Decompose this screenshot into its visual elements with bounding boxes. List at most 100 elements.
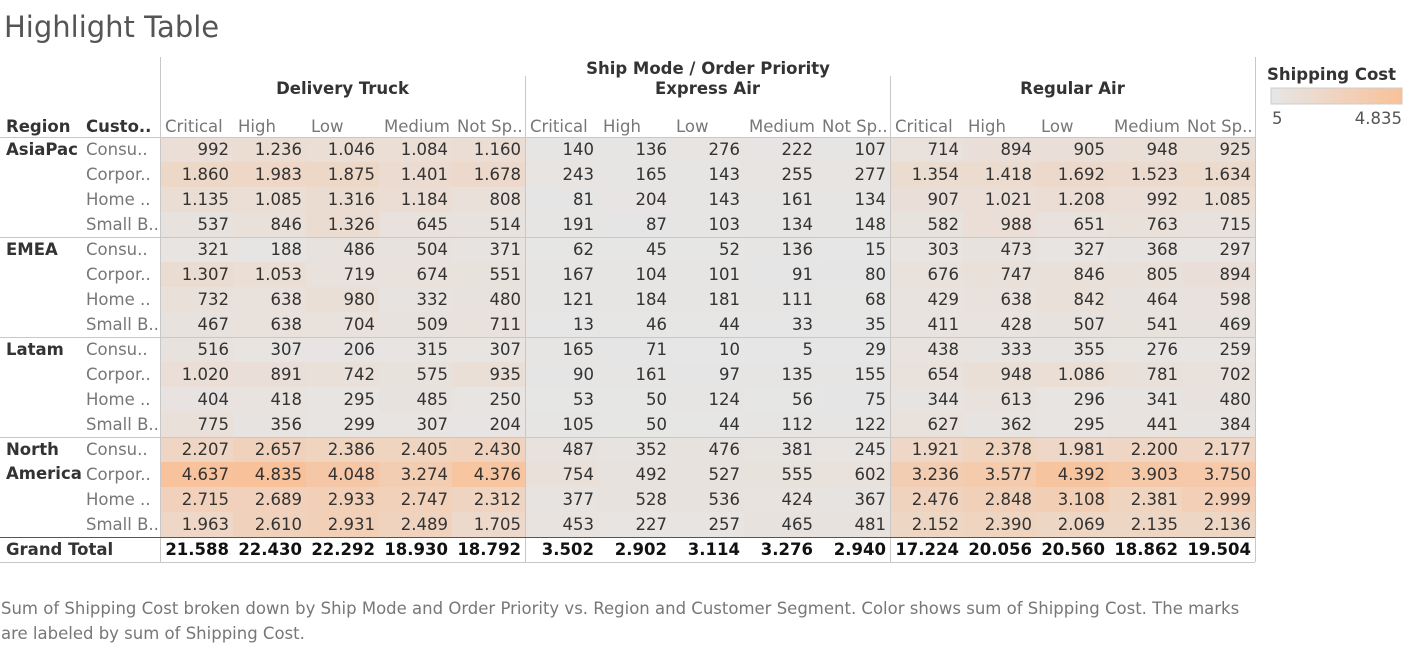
segment-label-3-0: Consu.. [86,440,148,459]
heat-cell-0-3-3 [379,212,452,237]
heat-cell-3-1-11 [963,462,1036,487]
heat-cell-1-2-7 [671,287,744,312]
cell-value-3-0-5: 487 [563,440,595,459]
cell-value-3-1-7: 527 [709,465,741,484]
cell-value-3-3-11: 2.390 [985,515,1032,534]
cell-value-3-2-8: 424 [782,490,814,509]
heat-cell-0-3-11 [963,212,1036,237]
cell-value-0-1-8: 255 [782,165,814,184]
cell-value-1-0-10: 303 [928,240,960,259]
cell-value-1-0-11: 473 [1001,240,1033,259]
heat-cell-1-3-12 [1036,312,1109,337]
heat-cell-0-3-12 [1036,212,1109,237]
heat-cell-2-1-3 [379,362,452,387]
cell-value-1-3-4: 711 [490,315,522,334]
heat-cell-2-3-5 [525,412,598,437]
cell-value-0-3-14: 715 [1220,215,1252,234]
cell-value-2-2-1: 418 [271,390,303,409]
heat-cell-3-3-14 [1182,512,1255,537]
grand-total-value-11: 20.056 [968,540,1032,559]
cell-value-0-1-3: 1.401 [401,165,448,184]
cell-value-3-1-10: 3.236 [912,465,959,484]
heat-cell-3-0-4 [452,437,525,462]
cell-value-0-2-10: 907 [928,190,960,209]
cell-value-1-0-2: 486 [344,240,376,259]
heat-cell-3-1-3 [379,462,452,487]
cell-value-0-0-13: 948 [1147,140,1179,159]
heat-cell-2-1-8 [744,362,817,387]
heat-cell-3-1-2 [306,462,379,487]
segment-label-1-1: Corpor.. [86,265,151,284]
cell-value-2-1-6: 161 [636,365,668,384]
cell-value-1-3-0: 467 [198,315,230,334]
cell-value-3-1-1: 4.835 [255,465,302,484]
cell-value-3-3-0: 1.963 [182,515,229,534]
heat-cell-3-3-10 [890,512,963,537]
cell-value-2-3-11: 362 [1001,415,1033,434]
heat-cell-3-3-1 [233,512,306,537]
cell-value-1-2-3: 332 [417,290,449,309]
heat-cell-0-2-1 [233,187,306,212]
cell-value-2-2-3: 485 [417,390,449,409]
cell-value-3-3-12: 2.069 [1058,515,1105,534]
cell-value-0-1-11: 1.418 [985,165,1032,184]
cell-value-1-0-13: 368 [1147,240,1179,259]
heat-cell-1-1-11 [963,262,1036,287]
heat-cell-1-0-6 [598,237,671,262]
chart-caption: Sum of Shipping Cost broken down by Ship… [1,599,1240,643]
cell-value-3-2-9: 367 [855,490,887,509]
heat-cell-2-1-5 [525,362,598,387]
heat-cell-0-3-9 [817,212,890,237]
heat-cell-2-2-8 [744,387,817,412]
priority-header-0-4: Not Sp.. [457,117,523,136]
heat-cell-3-1-9 [817,462,890,487]
heat-cell-2-3-1 [233,412,306,437]
heat-cell-3-2-3 [379,487,452,512]
cell-value-2-1-11: 948 [1001,365,1033,384]
heat-cell-2-1-4 [452,362,525,387]
heat-cell-0-2-10 [890,187,963,212]
heat-cell-2-2-2 [306,387,379,412]
cell-value-2-0-4: 307 [490,340,522,359]
heat-cell-0-1-12 [1036,162,1109,187]
grand-total-value-5: 3.502 [542,540,594,559]
segment-label-0-2: Home .. [86,190,150,209]
heat-cell-0-0-13 [1109,137,1182,162]
cell-value-2-1-14: 702 [1220,365,1252,384]
priority-header-1-1: High [603,117,641,136]
cell-value-2-2-4: 250 [490,390,522,409]
cell-value-3-1-9: 602 [855,465,887,484]
cell-value-1-0-1: 188 [271,240,303,259]
heat-cell-2-0-6 [598,337,671,362]
grand-total-value-14: 19.504 [1187,540,1251,559]
heat-cell-2-2-10 [890,387,963,412]
heat-cell-2-2-14 [1182,387,1255,412]
cell-value-2-2-9: 75 [865,390,886,409]
heat-cell-1-0-13 [1109,237,1182,262]
heat-cell-0-3-14 [1182,212,1255,237]
heat-cell-2-3-9 [817,412,890,437]
grand-total-value-7: 3.114 [688,540,740,559]
segment-label-0-3: Small B.. [86,215,159,234]
heat-cell-0-3-6 [598,212,671,237]
heat-cell-2-1-14 [1182,362,1255,387]
cell-value-0-1-14: 1.634 [1204,165,1251,184]
heat-cell-3-1-0 [160,462,233,487]
heat-cell-3-0-7 [671,437,744,462]
cell-value-2-2-7: 124 [709,390,741,409]
cell-value-2-0-9: 29 [865,340,886,359]
heat-cell-0-0-4 [452,137,525,162]
heat-cell-2-1-10 [890,362,963,387]
heat-cell-1-3-3 [379,312,452,337]
cell-value-3-2-6: 528 [636,490,668,509]
heat-cell-2-2-12 [1036,387,1109,412]
heat-cell-3-3-5 [525,512,598,537]
cell-value-3-1-11: 3.577 [985,465,1032,484]
heat-cell-1-1-4 [452,262,525,287]
cell-value-2-0-7: 10 [719,340,740,359]
priority-header-1-0: Critical [530,117,588,136]
cell-value-0-3-6: 87 [646,215,667,234]
cell-value-0-3-1: 846 [271,215,303,234]
segment-label-2-3: Small B.. [86,415,159,434]
segment-label-3-3: Small B.. [86,515,159,534]
